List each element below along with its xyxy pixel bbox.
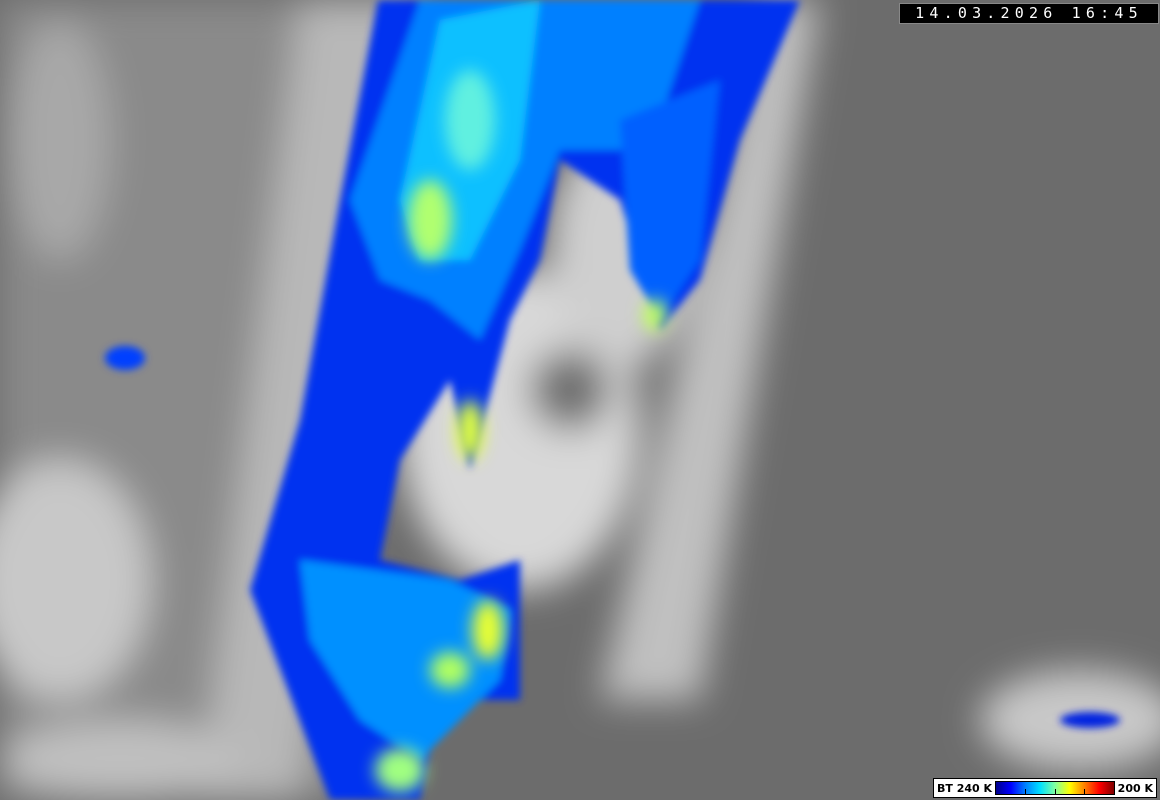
legend-right-label: 200 K — [1117, 781, 1153, 795]
color-scale-legend: BT 240 K 200 K — [933, 778, 1157, 798]
legend-gradient-bar — [995, 781, 1115, 795]
legend-tick — [1054, 789, 1056, 794]
legend-tick — [1084, 789, 1086, 794]
timestamp: 14.03.2026 16:45 — [899, 3, 1159, 24]
legend-left-label: BT 240 K — [937, 781, 993, 795]
coldest-cloud-tops — [375, 70, 667, 792]
legend-tick — [1025, 789, 1027, 794]
